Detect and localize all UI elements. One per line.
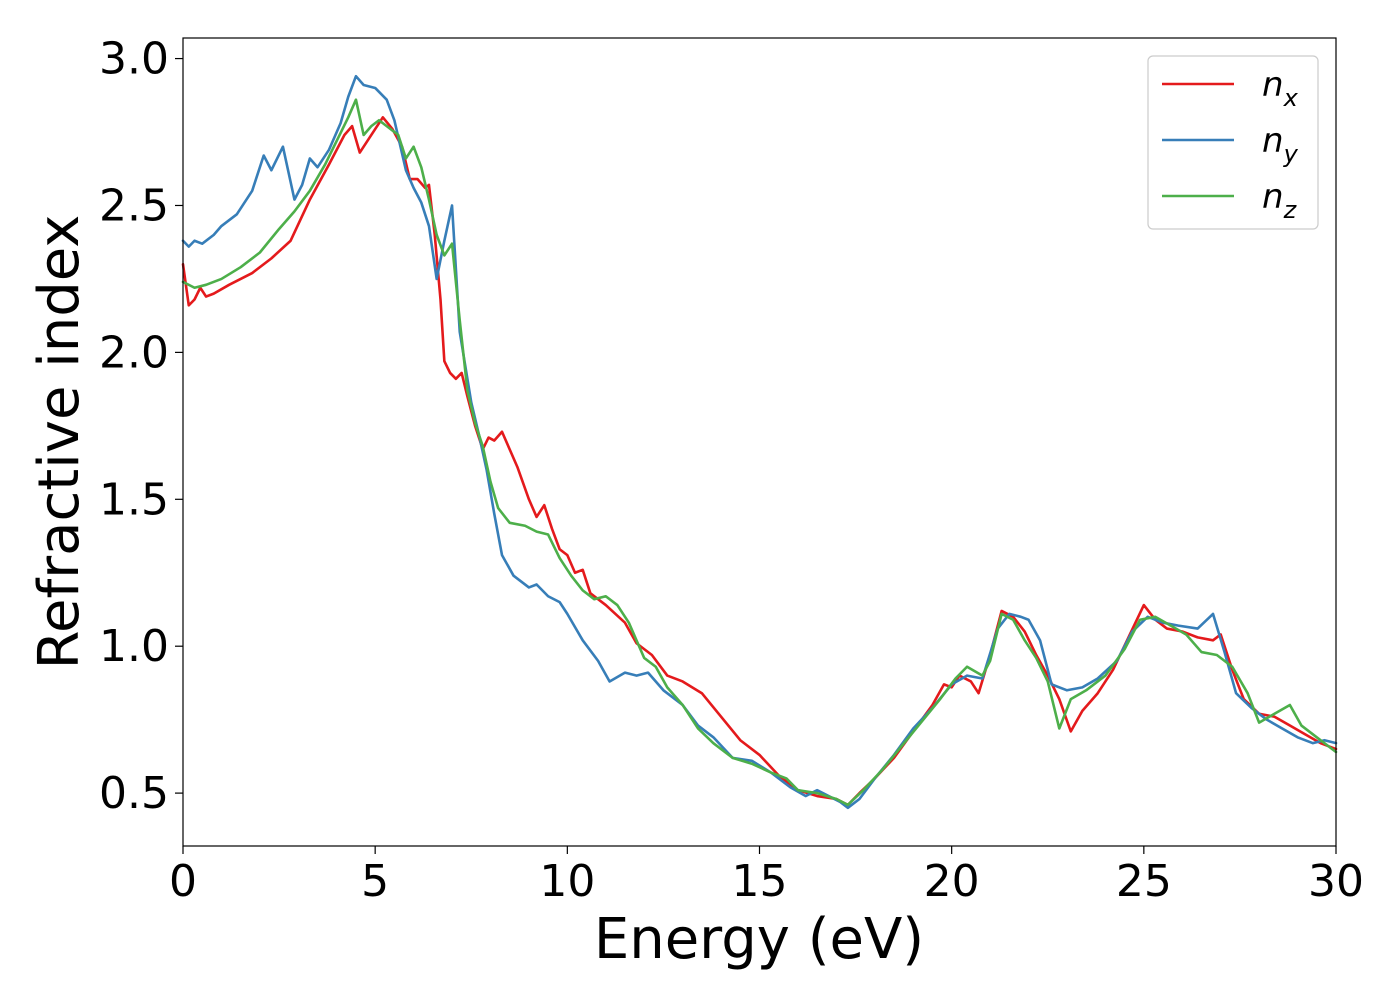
x-tick-label: 30 bbox=[1308, 856, 1364, 907]
legend-box bbox=[1147, 55, 1319, 230]
x-tick-label: 0 bbox=[169, 856, 197, 907]
legend-label-subscript: x bbox=[1283, 84, 1299, 112]
y-tick-label: 0.5 bbox=[99, 768, 169, 819]
y-tick-label: 3.0 bbox=[99, 34, 169, 85]
x-tick-label: 10 bbox=[539, 856, 595, 907]
legend-label-subscript: y bbox=[1283, 140, 1299, 168]
series-line-n-z bbox=[181, 98, 1338, 807]
x-tick-label: 25 bbox=[1116, 856, 1172, 907]
x-axis-label: Energy (eV) bbox=[594, 907, 924, 972]
x-tick-label: 20 bbox=[924, 856, 980, 907]
legend-label-n-z: nz bbox=[1262, 177, 1298, 224]
y-tick-label: 2.5 bbox=[99, 180, 169, 231]
y-tick-label: 1.0 bbox=[99, 621, 169, 672]
y-axis: 0.5 1.0 1.5 2.0 2.5 3.0 bbox=[99, 34, 183, 819]
x-tick-label: 15 bbox=[732, 856, 788, 907]
legend-label-n-x: nx bbox=[1262, 65, 1299, 112]
y-axis-label: Refractive index bbox=[27, 215, 92, 670]
x-axis: 0 5 10 15 20 25 30 bbox=[169, 846, 1364, 907]
series-line-n-y bbox=[181, 74, 1338, 810]
legend-label-subscript: z bbox=[1283, 196, 1298, 224]
y-tick-label: 1.5 bbox=[99, 474, 169, 525]
x-tick-label: 5 bbox=[361, 856, 389, 907]
series-layer bbox=[181, 74, 1338, 810]
y-tick-label: 2.0 bbox=[99, 327, 169, 378]
legend-label-n-y: ny bbox=[1262, 121, 1299, 168]
legend-label-main: n bbox=[1262, 65, 1284, 105]
legend-label-main: n bbox=[1262, 177, 1284, 217]
legend-label-main: n bbox=[1262, 121, 1284, 161]
